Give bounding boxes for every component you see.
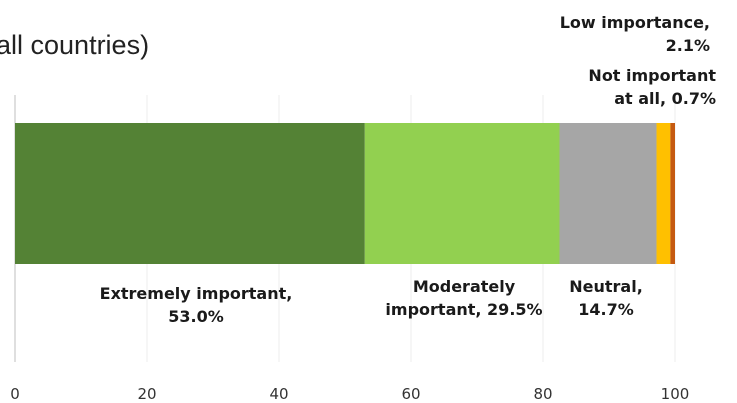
bar-segment-3 <box>656 123 671 264</box>
bar-segment-4 <box>670 123 675 264</box>
x-tick-label: 20 <box>137 385 156 403</box>
bar-segment-1 <box>364 123 560 264</box>
bar-segment-2 <box>559 123 657 264</box>
data-label-2: Neutral, 14.7% <box>569 277 643 319</box>
x-tick-label: 0 <box>10 385 20 403</box>
data-labels: Extremely important, 53.0% Moderately impor… <box>100 13 717 326</box>
data-label-0: Extremely important, 53.0% <box>100 284 293 326</box>
bar-segment-0 <box>15 123 365 264</box>
data-label-3: Low importance, 2.1% <box>560 13 710 55</box>
bar-segments <box>15 123 675 264</box>
chart-title: all countries) <box>0 30 149 60</box>
data-label-1: Moderately important, 29.5% <box>385 277 542 319</box>
data-label-4: Not important at all, 0.7% <box>588 66 716 108</box>
x-tick-label: 40 <box>269 385 288 403</box>
x-tick-label: 100 <box>661 385 690 403</box>
x-tick-label: 60 <box>401 385 420 403</box>
x-axis-ticks: 0 20 40 60 80 100 <box>10 385 689 403</box>
x-tick-label: 80 <box>533 385 552 403</box>
